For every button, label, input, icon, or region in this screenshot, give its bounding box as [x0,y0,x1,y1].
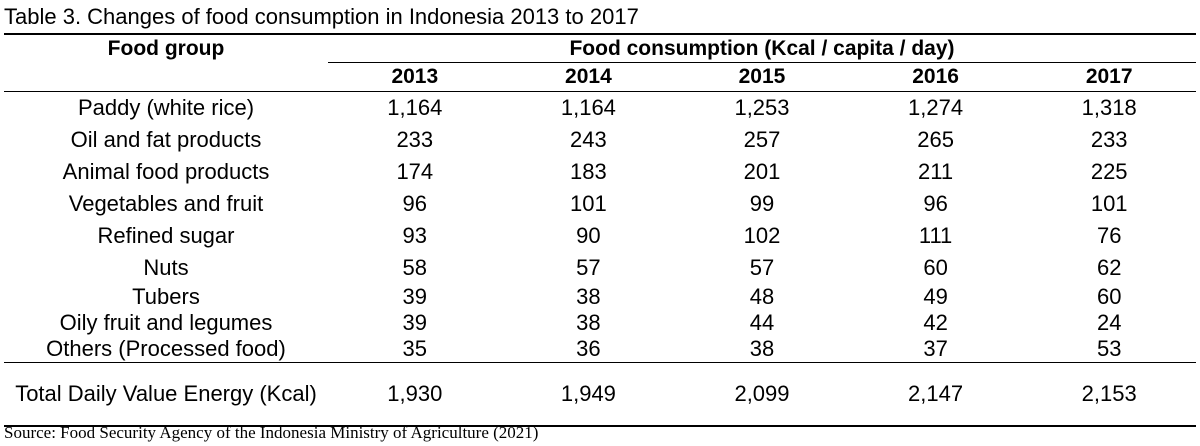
food-group-cell: Others (Processed food) [46,336,286,361]
total-value-cell: 2,153 [1022,362,1197,427]
value-cell: 49 [923,284,948,309]
food-group-cell: Animal food products [62,159,270,184]
food-group-cell: Tubers [132,284,200,309]
value-cell: 38 [749,336,775,361]
value-cell: 99 [749,191,775,216]
header-row: Food group Food consumption (Kcal / capi… [4,34,1197,63]
value-cell: 62 [1096,255,1122,280]
value-cell: 37 [923,336,948,361]
source-note: Source: Food Security Agency of the Indo… [4,423,539,442]
value-cell: 60 [923,255,948,280]
food-group-header: Food group [107,36,225,60]
value-cell: 96 [923,191,948,216]
value-cell: 111 [918,223,953,248]
total-label-cell: Total Daily Value Energy (Kcal) [4,362,328,427]
value-cell: 201 [743,159,781,184]
value-cell: 233 [396,127,434,152]
total-value-cell: 2,147 [848,362,1023,427]
year-header: 2015 [738,65,786,88]
value-cell: 53 [1096,336,1122,361]
food-group-cell: Oil and fat products [70,127,262,152]
value-cell: 58 [402,255,428,280]
value-cell: 183 [570,159,607,184]
table-row: Refined sugar 93 90 102 111 76 [4,220,1196,252]
value-cell: 174 [396,159,434,184]
value-cell: 243 [570,127,607,152]
table-row: Paddy (white rice) 1,164 1,164 1,253 1,2… [4,91,1197,124]
blank-header-cell [4,63,328,92]
value-cell: 36 [576,336,601,361]
value-cell: 101 [1090,191,1128,216]
value-cell: 93 [402,223,428,248]
table-row: Vegetables and fruit 96 101 99 96 101 [4,188,1196,220]
value-cell: 39 [402,284,428,309]
year-header: 2014 [565,65,612,88]
food-group-cell: Refined sugar [97,223,235,248]
value-cell: 60 [1096,284,1122,309]
food-group-cell: Nuts [143,255,189,280]
value-cell: 24 [1096,310,1122,335]
year-header: 2016 [912,65,959,88]
year-header: 2013 [391,65,439,88]
value-cell: 1,164 [328,91,502,124]
value-cell: 265 [917,127,954,152]
value-cell: 225 [1090,159,1128,184]
table-row: Oil and fat products 233 243 257 265 233 [4,124,1196,156]
value-cell: 35 [402,336,428,361]
value-cell: 76 [1096,223,1122,248]
value-cell: 42 [923,310,948,335]
value-cell: 1,318 [1022,91,1197,124]
food-consumption-table: Food group Food consumption (Kcal / capi… [4,33,1197,427]
table-row: Animal food products 174 183 201 211 225 [4,156,1196,188]
consumption-span-header: Food consumption (Kcal / capita / day) [328,34,1197,63]
table-row: Nuts 58 57 57 60 62 [4,252,1196,284]
value-cell: 39 [402,310,428,335]
value-cell: 48 [749,284,775,309]
value-cell: 90 [576,223,601,248]
table-row: Oily fruit and legumes 39 38 44 42 24 [4,310,1196,336]
value-cell: 57 [749,255,775,280]
value-cell: 233 [1090,127,1128,152]
value-cell: 57 [576,255,601,280]
year-header-row: 2013 2014 2015 2016 2017 [4,63,1196,92]
total-value-cell: 1,930 [328,362,502,427]
value-cell: 101 [570,191,607,216]
value-cell: 44 [749,310,775,335]
value-cell: 257 [743,127,781,152]
value-cell: 96 [402,191,428,216]
value-cell: 211 [918,159,954,184]
table-row: Tubers 39 38 48 49 60 [4,284,1196,310]
total-value-cell: 1,949 [501,362,676,427]
food-group-cell: Paddy (white rice) [4,91,328,124]
year-header: 2017 [1085,65,1133,88]
value-cell: 1,253 [675,91,849,124]
food-group-cell: Vegetables and fruit [68,191,264,216]
value-cell: 38 [576,310,601,335]
total-row: Total Daily Value Energy (Kcal) 1,930 1,… [4,362,1197,427]
table-row: Others (Processed food) 35 36 38 37 53 [4,336,1196,363]
table-caption: Table 3. Changes of food consumption in … [4,4,639,29]
value-cell: 1,164 [501,91,676,124]
value-cell: 102 [743,223,781,248]
value-cell: 1,274 [848,91,1023,124]
food-group-cell: Oily fruit and legumes [59,310,273,335]
value-cell: 38 [576,284,601,309]
total-value-cell: 2,099 [675,362,849,427]
